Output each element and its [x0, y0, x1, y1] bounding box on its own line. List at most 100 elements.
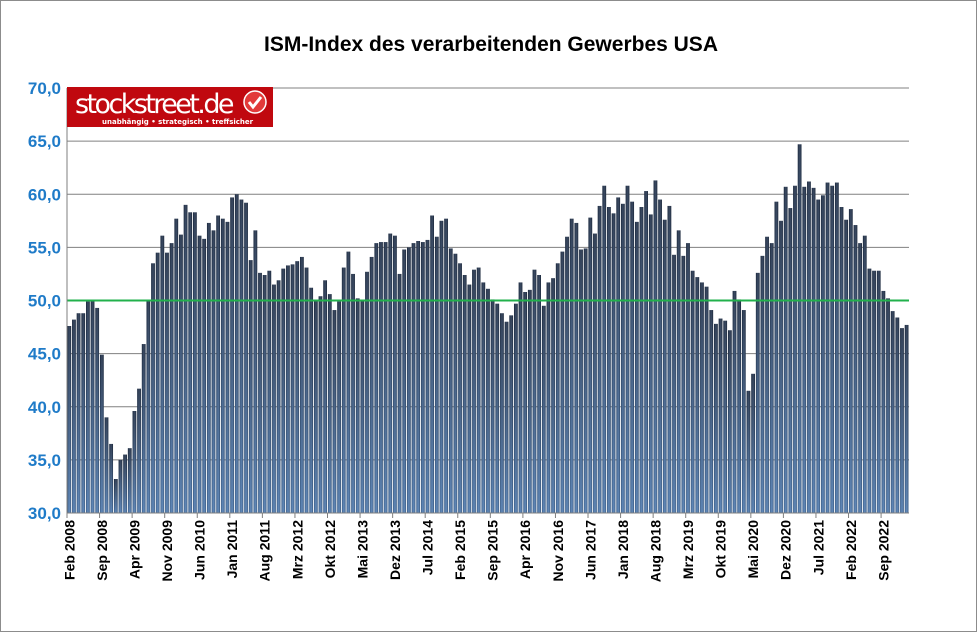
bar	[183, 204, 188, 513]
bar-shade	[616, 197, 621, 513]
bar	[76, 313, 81, 513]
bar-shade	[299, 256, 304, 513]
bar	[332, 310, 337, 513]
bar-shade	[86, 301, 90, 513]
bar-shade	[95, 307, 100, 513]
bar-shade	[123, 454, 127, 513]
bar-shade	[751, 373, 755, 513]
bar-shade	[565, 236, 569, 513]
bar	[151, 263, 155, 513]
bar	[220, 218, 225, 513]
y-tick-label: 30,0	[28, 504, 61, 523]
x-tick-label: Sep 2015	[485, 520, 501, 581]
bar	[225, 221, 230, 513]
bar-shade	[662, 219, 667, 513]
bar-shade	[518, 282, 523, 513]
bar	[579, 249, 583, 513]
bar-shade	[816, 199, 821, 513]
x-tick-label: Jan 2018	[615, 520, 631, 579]
bar	[746, 390, 751, 513]
bar-shade	[462, 275, 467, 513]
bar-shade	[676, 230, 681, 513]
x-tick-label: Apr 2009	[126, 520, 142, 579]
bar-shade	[444, 218, 448, 513]
x-tick-label: Nov 2016	[550, 520, 566, 582]
bar-shade	[225, 221, 230, 513]
bar	[95, 307, 100, 513]
bar-shade	[797, 144, 802, 513]
bar-shade	[476, 267, 481, 513]
bar	[718, 318, 723, 513]
bar-shade	[374, 243, 379, 513]
bar-shade	[420, 242, 425, 513]
chart-title: ISM-Index des verarbeitenden Gewerbes US…	[264, 33, 718, 56]
bar-shade	[360, 300, 365, 513]
bar-shade	[76, 313, 81, 513]
bar	[211, 230, 216, 513]
bar	[500, 313, 504, 513]
check-icon	[243, 90, 267, 114]
bar-shade	[890, 311, 895, 513]
bar-shade	[904, 324, 909, 513]
bar-shade	[137, 388, 141, 513]
bar-shade	[188, 212, 193, 513]
bar-shade	[741, 310, 746, 513]
logo-background	[67, 87, 273, 127]
bar	[732, 290, 737, 513]
bar-shade	[839, 207, 844, 513]
bar-shade	[165, 252, 169, 513]
bar	[299, 256, 304, 513]
y-tick-label: 40,0	[28, 398, 61, 417]
bar-shade	[118, 459, 123, 513]
bar	[234, 194, 239, 513]
bar	[258, 272, 262, 513]
bar-shade	[281, 268, 286, 513]
bar-shade	[788, 208, 793, 513]
bar	[676, 230, 681, 513]
bar-shade	[216, 215, 221, 513]
bar-shade	[858, 243, 862, 513]
bar-shade	[402, 249, 407, 513]
bar	[467, 284, 472, 513]
x-tick-label: Mrz 2019	[680, 520, 696, 579]
bar-shade	[862, 235, 867, 513]
bar-shade	[141, 344, 146, 513]
bar	[453, 253, 458, 513]
bar-shade	[341, 267, 346, 513]
bar-shade	[313, 300, 318, 513]
bar	[714, 323, 718, 513]
bar	[895, 317, 900, 513]
bar	[518, 282, 523, 513]
bar-shade	[346, 251, 351, 513]
x-tick-label: Aug 2018	[647, 520, 663, 582]
bar	[188, 212, 193, 513]
bar-shade	[262, 275, 267, 513]
bar	[346, 251, 351, 513]
bar	[727, 330, 732, 513]
bar	[425, 239, 430, 513]
bar-shade	[588, 217, 593, 513]
bar-shade	[81, 313, 86, 513]
bar-shade	[109, 443, 114, 513]
bar-shade	[132, 411, 137, 513]
bar-shade	[825, 182, 830, 513]
bar	[807, 181, 811, 513]
bar-shade	[769, 243, 774, 513]
bar-shade	[113, 479, 118, 513]
bar	[532, 269, 537, 513]
bar-shade	[853, 225, 858, 513]
bar-shade	[416, 241, 421, 513]
bar	[527, 289, 532, 513]
bar-shade	[230, 197, 234, 513]
bar	[193, 212, 197, 513]
bar	[700, 282, 704, 513]
bar-shade	[569, 218, 574, 513]
bar	[890, 311, 895, 513]
bar-shade	[732, 290, 737, 513]
bar-shade	[867, 268, 872, 513]
bar-shade	[146, 300, 151, 513]
bar-shade	[318, 296, 323, 513]
bar	[565, 236, 569, 513]
bar	[174, 218, 179, 513]
